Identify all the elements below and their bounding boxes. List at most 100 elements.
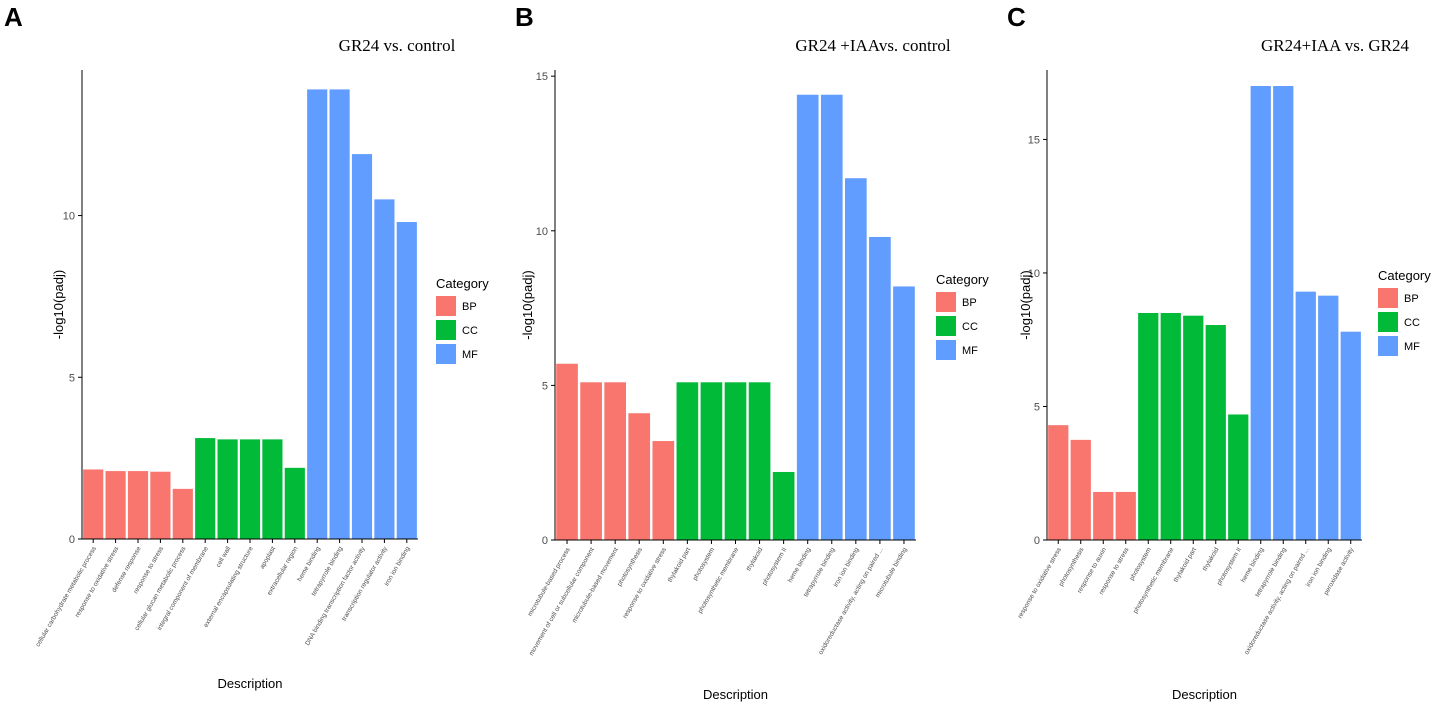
legend-label: CC [1404,317,1420,329]
legend-swatch [1378,288,1398,308]
bar [1048,425,1069,540]
x-axis-title: Description [703,687,768,702]
legend-swatch [436,296,456,316]
bar [652,441,675,540]
legend-swatch [936,292,956,312]
chart-title: GR24 +IAAvs. control [795,36,950,55]
bar [1250,86,1271,541]
legend-swatch [436,320,456,340]
bar [1160,313,1181,540]
chart-title: GR24+IAA vs. GR24 [1261,36,1409,55]
legend-label: MF [1404,341,1420,353]
legend: Category BP CC MF [1378,268,1431,356]
bar [284,467,305,539]
y-tick-label: 10 [63,211,75,223]
bar [374,199,395,539]
bar [150,471,171,539]
x-axis-title: Description [217,676,282,691]
panel-label: B [515,2,534,32]
bar [217,439,238,539]
bar [1205,325,1226,540]
x-tick-label: photosystem [692,547,716,582]
legend-label: MF [962,345,978,357]
bar [628,413,651,540]
x-tick-label: thylakoid part [1173,546,1198,583]
x-tick-label: photosystem II [761,546,788,586]
x-tick-label: photosystem [1128,547,1152,582]
bar [1340,331,1361,540]
legend-swatch [1378,336,1398,356]
bar [700,382,723,540]
bar [893,286,915,540]
y-tick-label: 5 [69,372,75,384]
x-tick-label: microtubule-based process [527,546,572,618]
bar [580,382,602,540]
legend-label: BP [1404,293,1419,305]
y-axis-title: -log10(padj) [520,270,535,339]
x-tick-label: photosynthetic membrane [1132,546,1176,615]
panel-b: B GR24 +IAAvs. control 0 5 10 15 microtubule-b… [515,2,989,702]
bar [772,471,795,540]
x-tick-label: iron ion binding [832,546,860,588]
x-tick-label: cell wall [215,545,233,569]
legend-swatch [936,316,956,336]
bar [556,363,578,540]
legend-title: Category [936,272,989,287]
bar [195,438,216,539]
bar [845,178,867,540]
y-tick-label: 0 [69,534,75,546]
y-tick-label: 0 [542,535,548,547]
bar [1273,86,1294,541]
x-tick-label: heme binding [1240,546,1266,584]
bar [1318,295,1339,540]
y-tick-label: 15 [536,71,548,83]
legend-label: MF [462,349,478,361]
y-tick-label: 5 [542,380,548,392]
bar [105,471,126,539]
legend-title: Category [1378,268,1431,283]
y-tick-label: 10 [1028,268,1040,280]
x-tick-label: apoplast [259,545,277,570]
legend-swatch [436,344,456,364]
y-tick-label: 5 [1034,401,1040,413]
bar [239,439,261,539]
y-axis-title: -log10(padj) [51,270,66,339]
bar [262,439,283,539]
legend: Category BP CC MF [936,272,989,360]
bar [1228,414,1249,540]
y-axis-title: -log10(padj) [1018,270,1033,339]
bar [1183,315,1204,540]
legend-swatch [1378,312,1398,332]
x-tick-label: heme binding [296,545,322,583]
bar [1138,313,1159,540]
bar [351,154,373,539]
bar [604,382,626,540]
legend-label: BP [462,301,477,313]
bar [820,94,843,541]
panel-label: C [1007,2,1026,32]
bar [396,222,417,539]
bar [127,471,149,539]
y-tick-label: 10 [536,226,548,238]
bar [796,94,819,541]
legend-label: CC [462,325,478,337]
bar [329,89,350,539]
panel-label: A [4,2,23,32]
y-tick-label: 0 [1034,535,1040,547]
bar [1115,491,1136,540]
bar [748,382,771,540]
bar [724,382,747,540]
x-tick-label: thylakoid [1202,546,1221,572]
legend-title: Category [436,276,489,291]
x-tick-label: heme binding [787,546,813,584]
bar [869,236,891,540]
x-tick-label: microtubule-based movement [571,546,620,624]
legend: Category BP CC MF [436,276,489,364]
legend-label: CC [962,321,978,333]
bar [1295,291,1316,540]
legend-swatch [936,340,956,360]
y-tick-label: 15 [1028,134,1040,146]
x-tick-label: response to oxidative stress [74,545,121,619]
